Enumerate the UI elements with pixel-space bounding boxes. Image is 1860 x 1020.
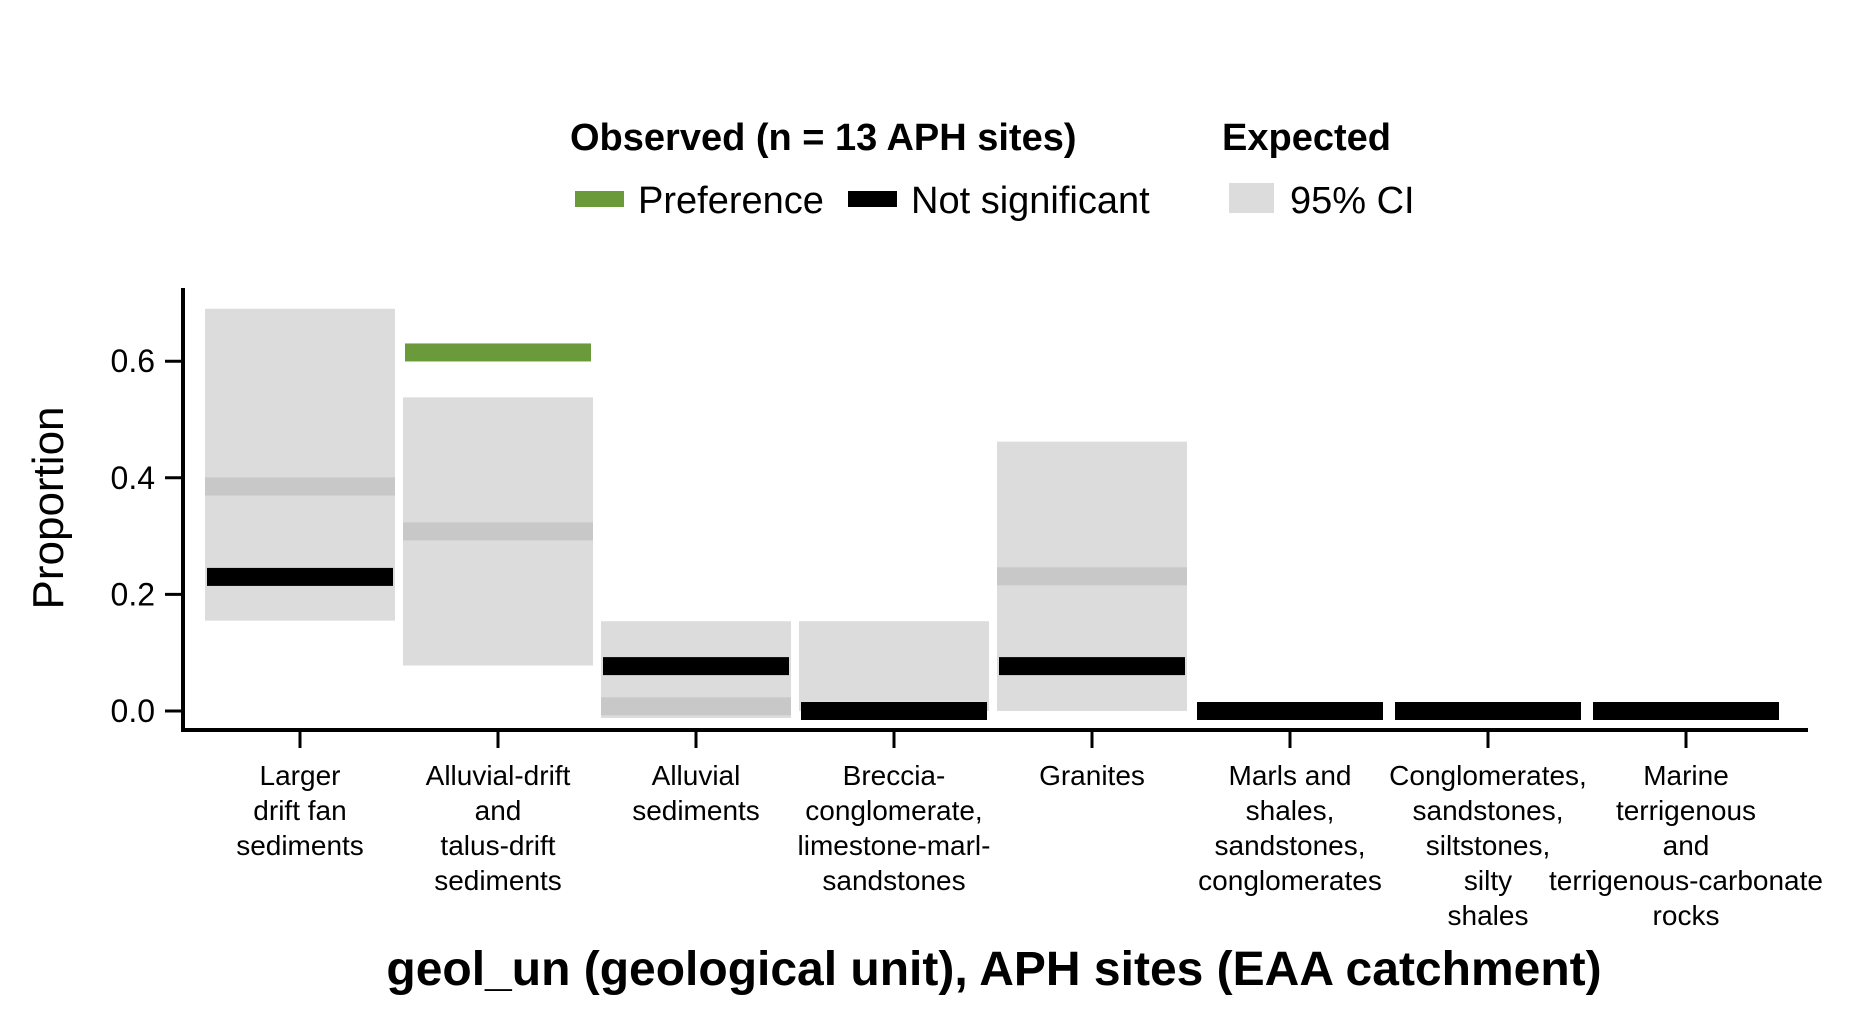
legend-swatch-preference <box>575 191 624 207</box>
observed-mark <box>1593 702 1779 720</box>
x-tick-label: Conglomerates, sandstones, siltstones, silt… <box>1389 760 1587 931</box>
observed-mark <box>1197 702 1383 720</box>
expected-mark <box>601 697 791 716</box>
expected-mark <box>997 567 1187 586</box>
observed-mark <box>405 343 591 362</box>
ci-box <box>799 621 989 711</box>
legend-label-ci: 95% CI <box>1290 180 1415 222</box>
y-tick-label: 0.0 <box>111 693 155 729</box>
observed-marks <box>207 343 1779 720</box>
x-ticks: Larger drift fan sediments Alluvial-drift an… <box>236 730 1823 931</box>
observed-mark <box>1395 702 1581 720</box>
y-ticks: 0.0 0.2 0.4 0.6 <box>111 343 183 729</box>
y-tick-label: 0.6 <box>111 343 155 379</box>
y-axis-title: Proportion <box>24 406 73 609</box>
x-tick-label: Breccia-conglomerate, limestone-marl-sand… <box>798 760 991 896</box>
x-tick-label: Marls and shales, sandstones, conglomerates <box>1198 760 1382 896</box>
observed-mark <box>801 702 987 720</box>
x-tick-label: Alluvial sediments <box>632 760 760 826</box>
legend: Observed (n = 13 APH sites) Expected Pre… <box>570 117 1415 222</box>
expected-marks <box>205 477 1187 716</box>
x-axis-title: geol_un (geological unit), APH sites (EA… <box>386 943 1601 996</box>
y-tick-label: 0.2 <box>111 576 155 612</box>
ci-boxes <box>205 308 1187 718</box>
x-tick-label: Larger drift fan sediments <box>236 760 364 861</box>
x-tick-label: Granites <box>1039 760 1145 791</box>
observed-mark <box>999 657 1185 676</box>
x-tick-label: Marine terrigenous and terrigenous-carbonat… <box>1549 760 1823 931</box>
legend-swatch-ci <box>1229 183 1274 213</box>
observed-mark <box>207 567 393 586</box>
y-tick-label: 0.4 <box>111 460 155 496</box>
observed-mark <box>603 657 789 676</box>
legend-expected-title: Expected <box>1222 117 1391 159</box>
x-tick-label: Alluvial-drift and talus-drift sediments <box>426 760 571 896</box>
expected-mark <box>403 522 593 541</box>
expected-mark <box>205 477 395 496</box>
legend-label-preference: Preference <box>638 180 824 222</box>
legend-observed-title: Observed (n = 13 APH sites) <box>570 117 1077 159</box>
legend-label-not-significant: Not significant <box>911 180 1150 222</box>
legend-swatch-not-significant <box>848 191 897 207</box>
